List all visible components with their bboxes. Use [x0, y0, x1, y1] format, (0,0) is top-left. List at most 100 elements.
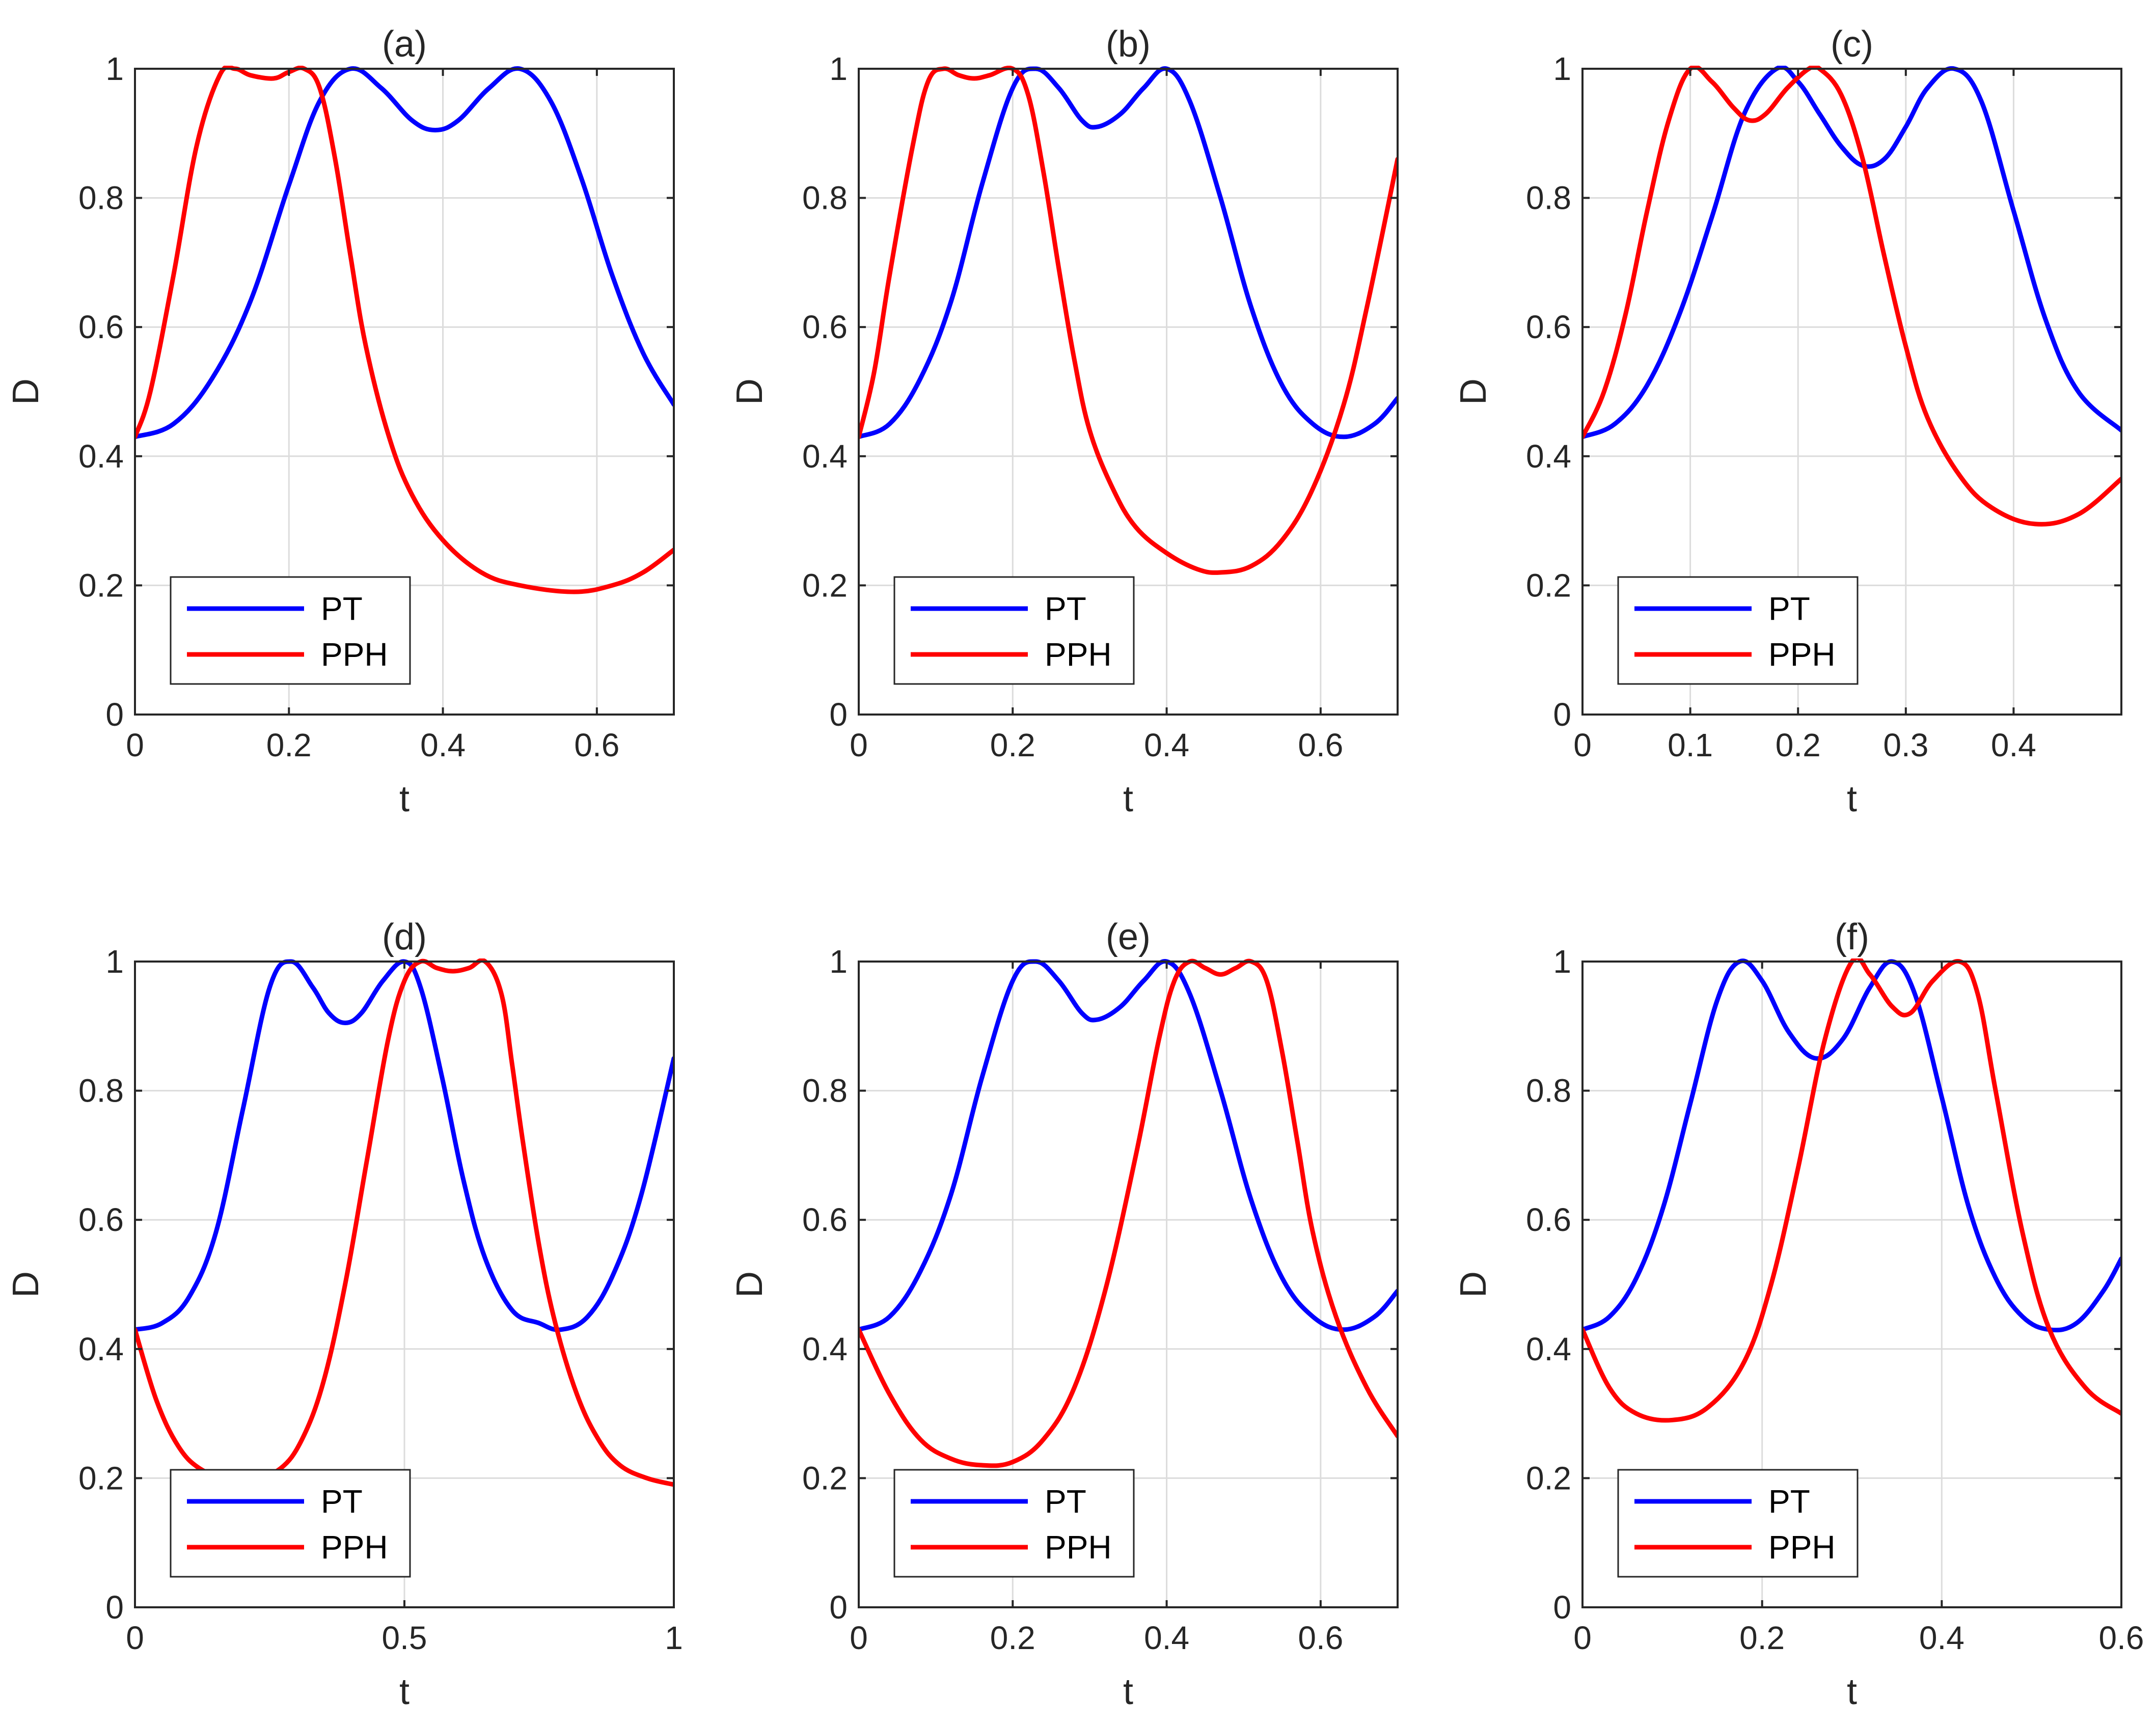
series-group-b — [859, 66, 1398, 575]
y-tick-label: 0.2 — [802, 1460, 848, 1496]
panel-c: 0 0.1 0.2 0.3 0.4 0 0.2 0.4 0.6 0.8 1 (c) t D PT PPH — [1453, 24, 2122, 819]
legend-label-pt: PT — [321, 590, 363, 627]
x-tick-label: 0.6 — [2099, 1620, 2144, 1656]
panel-title-d: (d) — [382, 917, 427, 957]
x-tick-label: 0.2 — [266, 727, 312, 763]
series-line-pt-a — [135, 66, 674, 440]
legend-label-pt: PT — [1768, 590, 1810, 627]
legend-box-f — [1617, 1469, 1859, 1578]
series-line-pt-e — [859, 959, 1398, 1332]
series-group-e — [859, 958, 1398, 1468]
grid-f — [1582, 962, 2121, 1607]
y-tick-label: 0 — [105, 1589, 124, 1626]
legend-box-a — [170, 576, 411, 685]
x-tick-label: 1 — [665, 1620, 683, 1656]
y-tick-label: 0.2 — [78, 567, 124, 604]
x-tick-label: 0.6 — [1298, 1620, 1343, 1656]
y-tick-label: 0.6 — [78, 1201, 124, 1238]
legend-box-d — [170, 1469, 411, 1578]
x-tick-label: 0.4 — [420, 727, 466, 763]
y-tick-label: 0.4 — [1526, 438, 1571, 475]
y-tick-label: 0 — [829, 1589, 848, 1626]
x-tick-label: 0.2 — [990, 727, 1035, 763]
series-line-pph-c — [1582, 66, 2121, 527]
x-axis-label-e: t — [1123, 1671, 1133, 1712]
series-group-a — [135, 66, 674, 594]
y-tick-label: 0 — [1553, 1589, 1571, 1626]
legend-f: PT PPH — [1617, 1469, 1859, 1578]
panel-title-c: (c) — [1831, 24, 1873, 65]
legend-label-pt: PT — [1045, 590, 1086, 627]
legend-box-e — [893, 1469, 1135, 1578]
legend-label-pph: PPH — [1768, 636, 1836, 673]
x-axis-label-f: t — [1847, 1671, 1857, 1712]
y-tick-label: 0.6 — [78, 309, 124, 345]
x-tick-label: 0.2 — [1739, 1620, 1785, 1656]
legend-label-pt: PT — [1768, 1483, 1810, 1520]
grid-d — [135, 962, 674, 1607]
legend-label-pph: PPH — [321, 1529, 388, 1566]
x-tick-label: 0.3 — [1883, 727, 1928, 763]
panel-f: 0 0.2 0.4 0.6 0 0.2 0.4 0.6 0.8 1 (f) t D PT PPH — [1453, 917, 2144, 1712]
legend-label-pph: PPH — [321, 636, 388, 673]
legend-label-pph: PPH — [1045, 1529, 1112, 1566]
legend-label-pph: PPH — [1768, 1529, 1836, 1566]
y-tick-label: 1 — [105, 50, 124, 87]
y-tick-label: 0.2 — [1526, 567, 1571, 604]
x-tick-label: 0.4 — [1991, 727, 2036, 763]
x-tick-label: 0.4 — [1919, 1620, 1964, 1656]
y-tick-label: 0.4 — [802, 438, 848, 475]
x-tick-label: 0.1 — [1668, 727, 1713, 763]
x-tick-label: 0.5 — [382, 1620, 427, 1656]
series-line-pph-a — [135, 66, 674, 594]
y-axis-label-b: D — [729, 378, 770, 405]
series-line-pt-d — [135, 959, 674, 1332]
panel-title-f: (f) — [1835, 917, 1869, 957]
y-tick-label: 0 — [105, 696, 124, 733]
series-line-pt-c — [1582, 66, 2121, 440]
y-tick-label: 0.8 — [1526, 1073, 1571, 1109]
x-axis-label-b: t — [1123, 779, 1133, 819]
y-tick-label: 0.4 — [78, 1331, 124, 1367]
y-tick-label: 0 — [829, 696, 848, 733]
x-tick-label: 0 — [850, 727, 868, 763]
x-tick-label: 0.4 — [1144, 727, 1189, 763]
x-tick-label: 0.6 — [574, 727, 619, 763]
x-tick-label: 0.2 — [990, 1620, 1035, 1656]
y-tick-label: 0 — [1553, 696, 1571, 733]
y-tick-label: 0.6 — [802, 1201, 848, 1238]
legend-d: PT PPH — [170, 1469, 411, 1578]
panel-e: 0 0.2 0.4 0.6 0 0.2 0.4 0.6 0.8 1 (e) t D PT PPH — [729, 917, 1399, 1712]
axes-box-f — [1581, 961, 2122, 1608]
y-tick-label: 1 — [1553, 943, 1571, 980]
y-tick-label: 0.8 — [78, 180, 124, 216]
x-tick-label: 0.2 — [1776, 727, 1821, 763]
x-tick-label: 0 — [850, 1620, 868, 1656]
y-tick-label: 0.2 — [1526, 1460, 1571, 1496]
y-axis-label-c: D — [1453, 378, 1494, 405]
x-tick-label: 0 — [1573, 727, 1592, 763]
x-axis-label-c: t — [1847, 779, 1857, 819]
y-axis-label-f: D — [1453, 1271, 1494, 1298]
legend-c: PT PPH — [1617, 576, 1859, 685]
legend-box-b — [893, 576, 1135, 685]
x-tick-label: 0.4 — [1144, 1620, 1189, 1656]
x-tick-label: 0 — [1573, 1620, 1592, 1656]
x-tick-label: 0 — [126, 727, 144, 763]
series-line-pt-f — [1582, 958, 2121, 1333]
series-line-pph-f — [1582, 958, 2121, 1423]
legend-box-c — [1617, 576, 1859, 685]
y-tick-label: 0.8 — [78, 1073, 124, 1109]
x-tick-label: 0.6 — [1298, 727, 1343, 763]
y-tick-label: 1 — [829, 50, 848, 87]
y-tick-label: 0.8 — [1526, 180, 1571, 216]
y-axis-label-a: D — [6, 378, 46, 405]
series-group-c — [1582, 66, 2121, 527]
x-tick-label: 0 — [126, 1620, 144, 1656]
axes-box-b — [858, 68, 1399, 716]
series-group-f — [1582, 958, 2121, 1423]
y-tick-label: 0.4 — [1526, 1331, 1571, 1367]
y-axis-label-e: D — [729, 1271, 770, 1298]
y-axis-label-d: D — [6, 1271, 46, 1298]
